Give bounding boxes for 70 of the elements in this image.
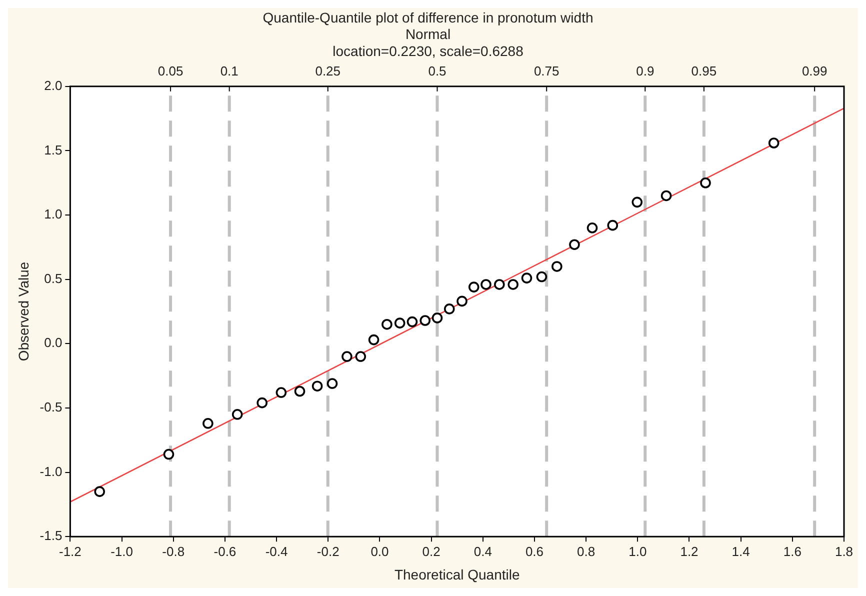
point <box>163 448 174 460</box>
x-tick-label: 0.8 <box>577 544 596 559</box>
point <box>232 409 243 420</box>
point <box>368 334 380 346</box>
annotation: 0.95 <box>691 63 717 78</box>
point <box>326 378 338 389</box>
x-tick-label: -0.8 <box>162 544 185 559</box>
x-tick-label: 1.2 <box>680 544 698 559</box>
annotation: 0.5 <box>428 63 446 78</box>
point <box>444 304 455 314</box>
point <box>394 318 406 328</box>
point <box>480 279 492 290</box>
x-tick-label: 1.4 <box>732 544 750 559</box>
y-tick-label: 2.0 <box>44 78 62 93</box>
point <box>700 177 711 188</box>
point <box>94 486 106 497</box>
point <box>494 279 505 290</box>
point <box>768 138 780 148</box>
point <box>355 351 366 362</box>
y-tick-label: -0.5 <box>40 400 62 415</box>
y-tick-label: -1.5 <box>40 528 62 544</box>
x-tick-label: 1.8 <box>834 544 854 559</box>
point <box>342 351 352 362</box>
x-tick-label: 0.4 <box>474 544 492 559</box>
annotation: 0.9 <box>636 63 654 78</box>
point <box>552 261 562 272</box>
y-tick-label: -1.0 <box>40 464 62 479</box>
point <box>468 282 480 292</box>
x-tick-label: -1.2 <box>59 544 82 559</box>
point <box>521 272 532 284</box>
y-tick-label: 1.0 <box>44 206 62 222</box>
point <box>569 239 580 250</box>
x-tick-label: -1.0 <box>110 544 133 559</box>
annotation: 0.75 <box>534 63 560 78</box>
point <box>508 279 518 290</box>
y-tick-label: 0.0 <box>44 335 62 350</box>
point <box>202 418 214 429</box>
point <box>406 316 418 328</box>
x-tick-label: 0.2 <box>422 544 440 559</box>
y-tick-label: 0.5 <box>44 270 62 286</box>
point <box>660 190 672 202</box>
annotation: 0.05 <box>158 63 184 78</box>
point <box>432 312 443 324</box>
x-tick-label: 1.0 <box>628 544 647 559</box>
point <box>420 315 431 326</box>
text: location=0.2230, scale=0.6288 <box>332 42 524 59</box>
x-tick-label: -0.2 <box>316 544 340 559</box>
point <box>632 196 643 208</box>
annotation: 0.99 <box>802 63 828 78</box>
point <box>312 380 323 392</box>
annotation: 0.25 <box>315 63 341 78</box>
y-axis-title: Observed Value <box>15 262 32 362</box>
x-tick-label: 1.6 <box>783 544 802 559</box>
x-tick-label: -0.6 <box>214 544 236 559</box>
point <box>294 386 306 397</box>
point <box>382 318 392 330</box>
y-tick-label: 1.5 <box>44 142 62 158</box>
point <box>256 397 268 408</box>
chart-subtitle: Normal <box>405 26 451 42</box>
point <box>276 387 287 398</box>
x-axis-title: Theoretical Quantile <box>394 566 520 582</box>
chart-title: Quantile-Quantile plot of difference in pronotum width <box>262 9 594 26</box>
point <box>456 296 468 307</box>
point <box>607 220 618 231</box>
annotation: 0.1 <box>220 63 238 78</box>
x-tick-label: 0.6 <box>525 544 544 559</box>
x-tick-label: 0.0 <box>370 544 389 559</box>
x-tick-label: -0.4 <box>265 544 288 559</box>
point <box>536 271 548 282</box>
point <box>586 222 598 234</box>
